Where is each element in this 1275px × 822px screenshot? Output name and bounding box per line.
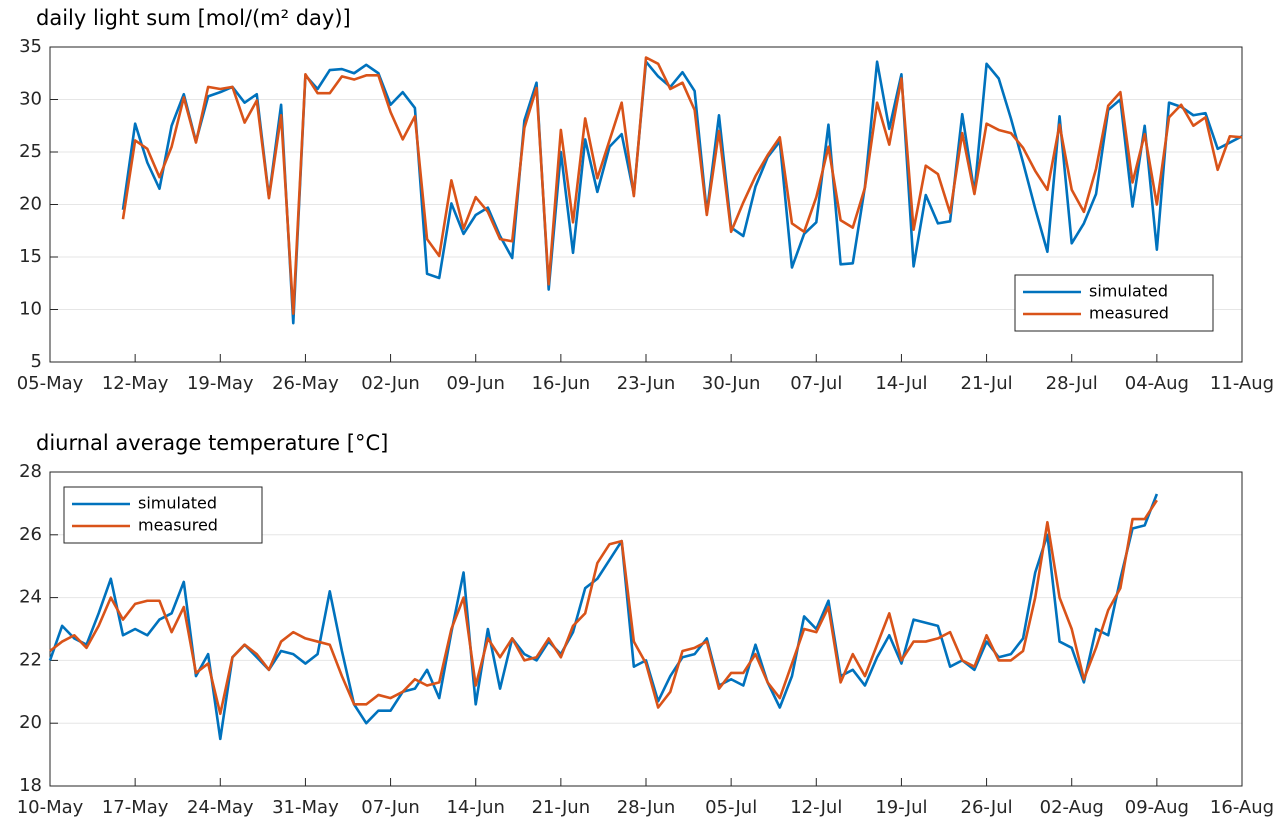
x-tick-label: 07-Jul <box>790 373 842 394</box>
legend-label: simulated <box>1089 282 1168 301</box>
chart-title: daily light sum [mol/(m² day)] <box>36 6 351 30</box>
x-tick-label: 04-Aug <box>1125 373 1189 394</box>
x-tick-label: 02-Aug <box>1040 797 1104 818</box>
x-tick-label: 05-Jul <box>705 797 757 818</box>
x-tick-label: 09-Aug <box>1125 797 1189 818</box>
x-tick-label: 19-May <box>187 373 254 394</box>
x-tick-label: 30-Jun <box>702 373 761 394</box>
y-tick-label: 25 <box>19 141 42 162</box>
y-tick-label: 15 <box>19 246 42 267</box>
legend-box <box>1014 274 1214 332</box>
y-tick-label: 24 <box>19 587 42 608</box>
x-tick-label: 16-Aug <box>1210 797 1274 818</box>
y-tick-label: 20 <box>19 194 42 215</box>
legend-label: simulated <box>138 494 217 513</box>
y-tick-label: 22 <box>19 649 42 670</box>
y-tick-label: 30 <box>19 89 42 110</box>
y-tick-label: 5 <box>31 351 42 372</box>
x-tick-label: 19-Jul <box>875 797 927 818</box>
data-line <box>49 499 1158 716</box>
x-tick-label: 14-Jul <box>875 373 927 394</box>
x-tick-label: 21-Jun <box>532 797 591 818</box>
x-tick-label: 28-Jun <box>617 797 676 818</box>
x-tick-label: 12-Jul <box>790 797 842 818</box>
x-tick-label: 26-Jul <box>961 797 1013 818</box>
x-tick-label: 11-Aug <box>1210 373 1274 394</box>
y-tick-label: 26 <box>19 524 42 545</box>
x-tick-label: 10-May <box>17 797 84 818</box>
x-tick-label: 23-Jun <box>617 373 676 394</box>
legend-label: measured <box>138 516 218 535</box>
data-line <box>121 56 1243 315</box>
chart-title: diurnal average temperature [°C] <box>36 431 388 455</box>
x-tick-label: 26-May <box>272 373 339 394</box>
y-tick-label: 18 <box>19 775 42 796</box>
x-tick-label: 16-Jun <box>532 373 591 394</box>
x-tick-label: 07-Jun <box>361 797 420 818</box>
x-tick-label: 24-May <box>187 797 254 818</box>
x-tick-label: 14-Jun <box>446 797 505 818</box>
y-tick-label: 35 <box>19 36 42 57</box>
x-tick-label: 02-Jun <box>361 373 420 394</box>
legend-box <box>63 486 263 544</box>
x-tick-label: 12-May <box>102 373 169 394</box>
x-tick-label: 09-Jun <box>446 373 505 394</box>
x-tick-label: 21-Jul <box>961 373 1013 394</box>
x-tick-label: 31-May <box>272 797 339 818</box>
x-tick-label: 05-May <box>17 373 84 394</box>
x-tick-label: 17-May <box>102 797 169 818</box>
y-tick-label: 28 <box>19 461 42 482</box>
y-tick-label: 10 <box>19 299 42 320</box>
y-tick-label: 20 <box>19 712 42 733</box>
legend-label: measured <box>1089 304 1169 323</box>
x-tick-label: 28-Jul <box>1046 373 1098 394</box>
